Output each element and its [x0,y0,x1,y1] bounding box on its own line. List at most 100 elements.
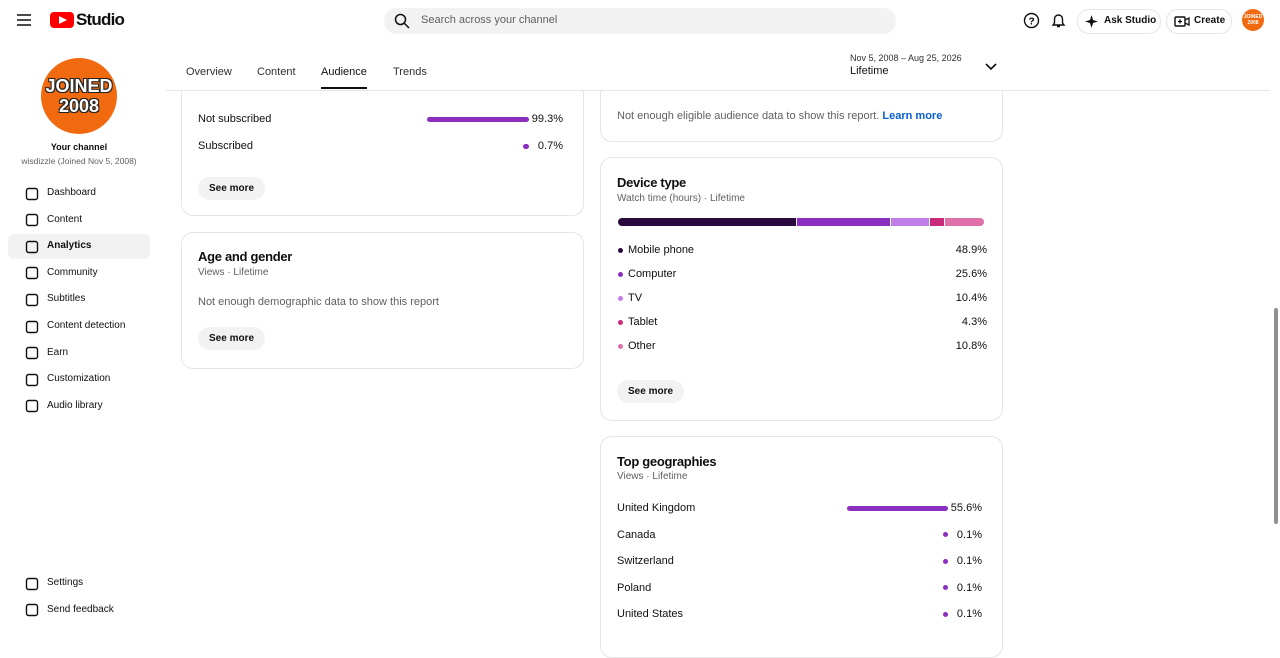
stacked-segment [929,218,945,226]
nav-label: Audio library [47,399,103,411]
nav-label: Content [47,213,83,225]
bar [942,585,948,591]
bar [942,558,948,564]
tab[interactable]: Audience [321,66,367,89]
nav-icon [25,213,39,227]
nav-item[interactable]: Settings [8,571,150,596]
create-label: Create [1194,15,1226,26]
stacked-segment [618,218,797,226]
nav-icon [25,603,39,617]
nav-item[interactable]: Subtitles [8,287,150,312]
nav-icon [25,187,39,200]
help-icon[interactable]: ? [1023,12,1040,29]
svg-text:?: ? [1028,17,1034,28]
row-name: Mobile phone [628,244,695,256]
card-subtitle: Views · Lifetime [617,471,688,482]
nav-icon [25,577,39,590]
ask-studio-button[interactable]: Ask Studio [1077,9,1161,34]
nav-item[interactable]: Content detection [8,314,150,339]
bar [846,505,948,511]
sparkle-icon [1085,15,1098,28]
avatar-line: JOINED [45,76,113,96]
nav-icon [25,400,39,413]
geo-card: Top geographies Views · Lifetime United … [600,436,1003,658]
card-title: Top geographies [617,454,717,469]
bar [523,143,529,149]
row-value: 48.9% [955,244,987,256]
row-value: 0.1% [956,581,982,594]
see-more[interactable]: See more [617,380,685,403]
ask-label: Ask Studio [1104,15,1157,26]
row-name: Poland [617,581,652,594]
row-name: United States [617,608,684,621]
nav-item[interactable]: Earn [8,341,150,366]
tab[interactable]: Overview [186,66,232,78]
nav-label: Content detection [47,320,126,331]
row-name: Switzerland [617,555,674,568]
nav-item[interactable]: Customization [8,367,150,392]
row-value: 10.8% [955,340,987,352]
card-title: Age and gender [198,249,293,264]
nav-label: Send feedback [47,603,114,615]
nav-icon [25,320,39,333]
avatar-line: JOINED [1243,14,1263,20]
tab[interactable]: Content [257,66,296,78]
nav-item[interactable]: Analytics [8,234,150,260]
create-icon [1174,16,1190,27]
stacked-segment [797,218,891,226]
row-value: 99.3% [531,113,563,125]
scrollbar-thumb[interactable] [1274,308,1278,524]
account-avatar[interactable]: JOINED 2008 [1242,9,1264,31]
channel-name: wisdizzle (Joined Nov 5, 2008) [21,156,137,166]
nav-item[interactable]: Content [8,208,150,233]
nav-label: Analytics [47,240,92,252]
nav-icon [25,293,39,307]
nav-label: Subtitles [47,293,86,305]
learn-more[interactable]: Learn more [882,110,943,122]
nav-item[interactable]: Community [8,261,150,286]
legend-dot [618,319,623,325]
search-box[interactable]: Search across your channel [384,8,896,34]
message-text: Not enough eligible audience data to sho… [617,110,880,122]
logo-icon [50,12,74,28]
row-name: Other [628,340,656,352]
legend-dot [618,247,623,253]
nav-item[interactable]: Send feedback [8,598,150,623]
avatar-line: 2008 [1247,20,1259,26]
menu-icon[interactable] [16,12,32,28]
legend-dot [618,271,623,277]
row-name: Subscribed [198,140,254,152]
dropdown-icon[interactable] [984,60,998,74]
logo-text[interactable]: Studio [76,10,125,29]
tab[interactable]: Trends [393,66,427,78]
nav-label: Customization [47,373,111,385]
row-value: 0.1% [956,555,982,568]
row-value: 25.6% [955,268,987,280]
top-bar: Studio Search across your channel ? Ask … [0,0,1280,40]
card-title: Device type [617,175,686,190]
nav-icon [25,267,39,280]
search-icon [394,13,410,29]
nav-label: Community [47,266,98,278]
see-more[interactable]: See more [198,327,266,350]
avatar-line: 2008 [58,96,100,116]
stacked-segment [891,218,929,226]
nav-item[interactable]: Dashboard [8,181,150,206]
create-button[interactable]: Create [1166,9,1232,34]
nav-icon [25,346,39,360]
nav-label: Earn [47,346,69,358]
legend-dot [618,343,623,349]
nav-item[interactable]: Audio library [8,394,150,419]
channel-avatar[interactable]: JOINED 2008 [41,58,117,134]
card-subtitle: Views · Lifetime [198,267,269,278]
row-value: 0.1% [956,528,982,541]
date-label: Lifetime [850,65,889,77]
bell-icon[interactable] [1051,12,1066,29]
bar [942,611,948,617]
row-value: 0.1% [956,608,982,621]
see-more[interactable]: See more [198,177,266,200]
row-value: 4.3% [961,316,987,328]
nav-icon [25,373,39,386]
